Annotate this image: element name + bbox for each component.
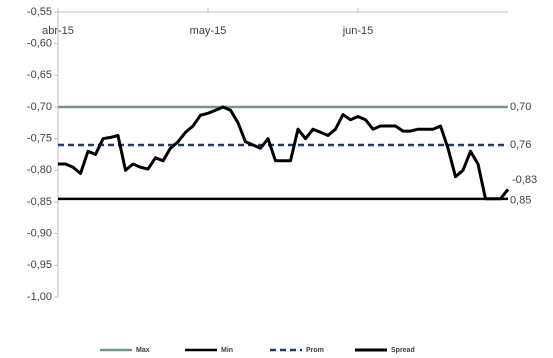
series-line — [58, 105, 510, 201]
y-tick-label: -1,00 — [27, 291, 52, 303]
legend-label: Max — [136, 347, 150, 354]
data-label: -0,83 — [512, 174, 537, 186]
y-tick-label: -0,60 — [27, 38, 52, 50]
data-label: 0,70 — [510, 101, 531, 113]
x-tick-label: jun-15 — [342, 25, 374, 37]
legend-label: Min — [221, 347, 233, 354]
x-tick-label: abr-15 — [42, 25, 74, 37]
y-tick-label: -0,70 — [27, 101, 52, 113]
y-tick-label: -0,55 — [27, 6, 52, 18]
data-label: 0,85 — [510, 195, 531, 207]
legend-label: Prom — [306, 347, 324, 354]
x-tick-label: may-15 — [190, 25, 227, 37]
y-tick-label: -0,95 — [27, 259, 52, 271]
y-tick-label: -0,80 — [27, 164, 52, 176]
y-tick-label: -0,75 — [27, 133, 52, 145]
y-tick-label: -0,85 — [27, 196, 52, 208]
legend-label: Spread — [391, 347, 415, 354]
y-tick-label: -0,65 — [27, 69, 52, 81]
y-tick-label: -0,90 — [27, 228, 52, 240]
data-label: 0,76 — [510, 139, 531, 151]
